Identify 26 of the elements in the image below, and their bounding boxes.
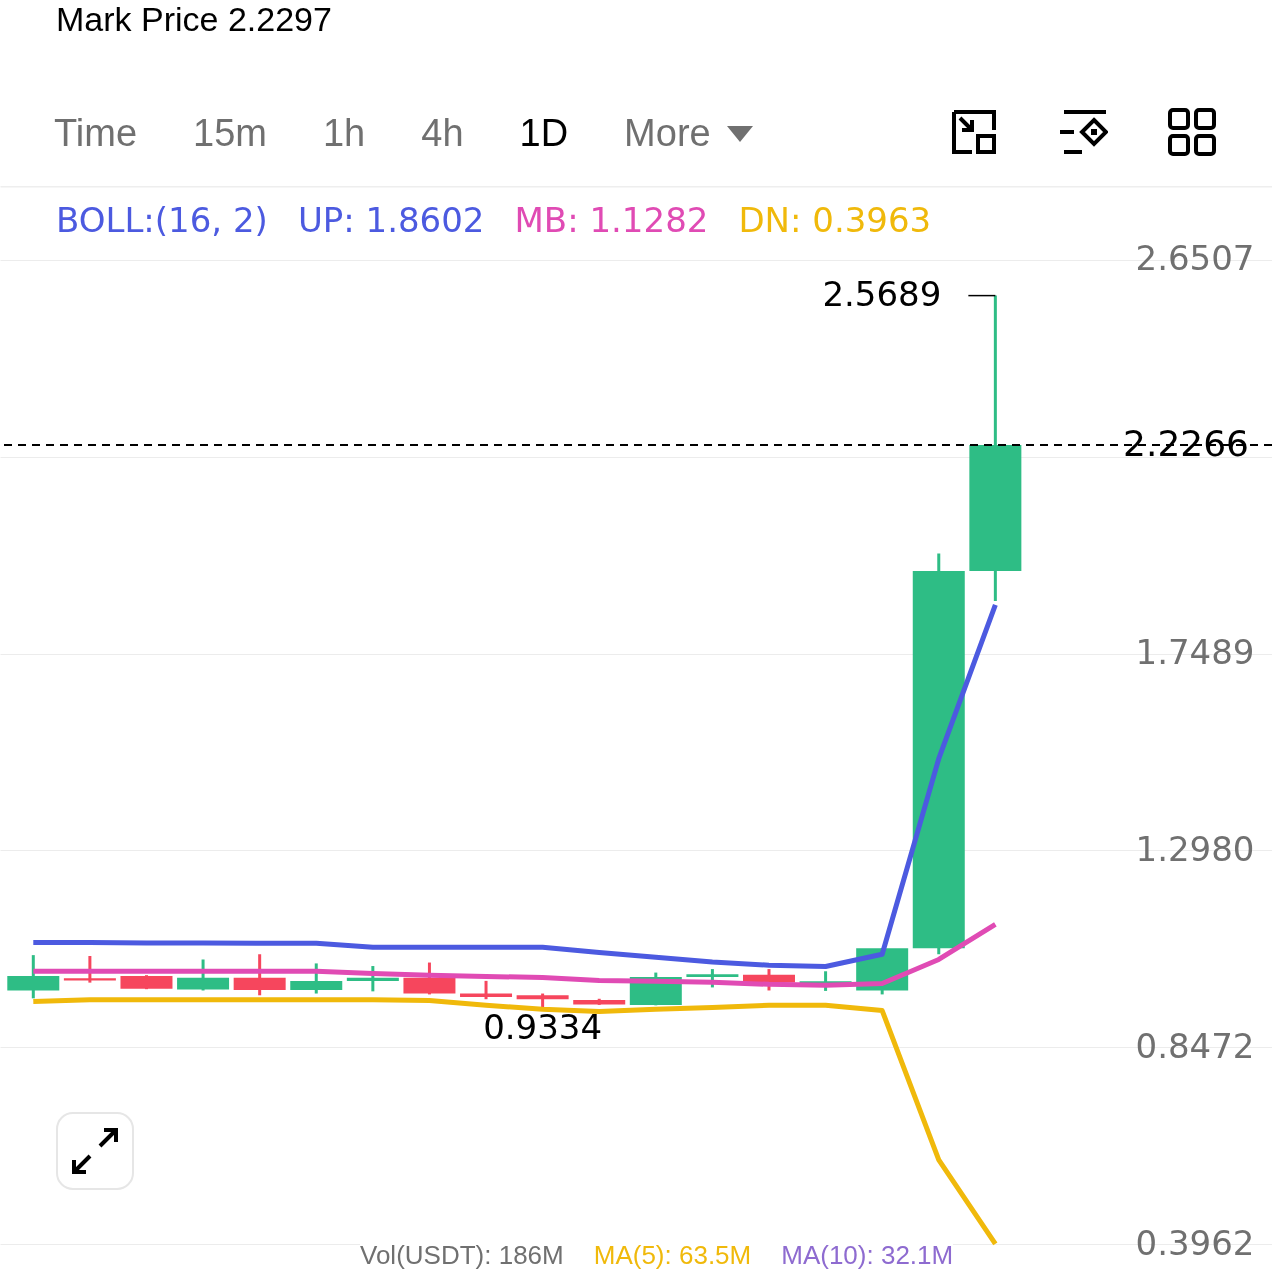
y-tick-label: 0.3962	[1135, 1222, 1255, 1263]
text: UP: 1.8602	[297, 200, 485, 240]
text: 15m	[193, 112, 267, 155]
y-tick-label: 1.7489	[1135, 632, 1255, 673]
text: Time	[54, 112, 138, 155]
candlestick	[346, 966, 399, 992]
annotation: Vol(USDT): 186M	[360, 1240, 564, 1271]
text: MB: 1.1282	[514, 200, 709, 240]
y-tick-label: 0.8472	[1135, 1025, 1255, 1066]
candlestick	[63, 955, 116, 983]
annotation: MA(10): 32.1M	[781, 1240, 954, 1271]
y-tick-label: 2.6507	[1135, 238, 1255, 279]
candlestick	[290, 963, 343, 994]
candlestick	[686, 969, 739, 988]
annotation: 2.5689	[822, 273, 942, 314]
text: 1D	[519, 112, 569, 155]
text: 4h	[421, 112, 464, 155]
legend-title: BOLL:(16, 2)	[56, 200, 268, 240]
ref-line-label: 2.2266	[1123, 423, 1249, 465]
y-tick-label: 1.2980	[1135, 828, 1255, 869]
annotation: MA(5): 63.5M	[593, 1240, 752, 1271]
text: DN: 0.3963	[738, 200, 932, 240]
text: More	[624, 112, 711, 155]
annotation: 0.9334	[483, 1006, 603, 1047]
text: 1h	[322, 112, 366, 155]
chart-title: Mark Price 2.2297	[56, 0, 332, 39]
